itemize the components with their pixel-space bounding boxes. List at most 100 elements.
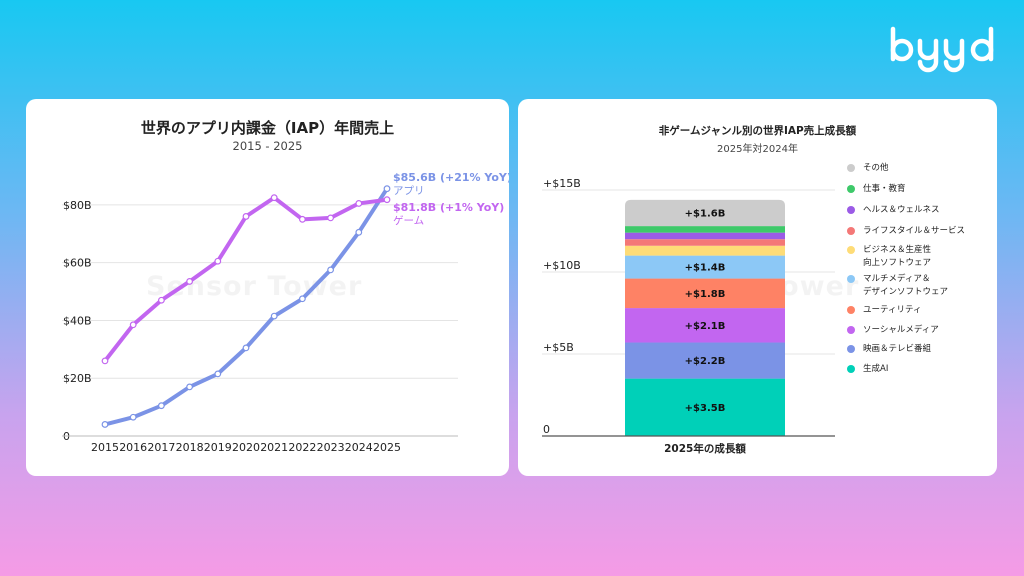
- legend-swatch: [847, 365, 855, 373]
- data-point: [383, 196, 391, 204]
- series-line-アプリ: [103, 186, 389, 427]
- x-axis-category-label: 2025年の成長額: [664, 442, 746, 455]
- data-point: [299, 295, 306, 303]
- series-end-label: $85.6B (+21% YoY): [393, 171, 509, 184]
- data-point: [214, 257, 222, 265]
- y-tick-label: $80B: [63, 199, 92, 212]
- genre-growth-bar-chart-card: 非ゲームジャンル別の世界IAP売上成長額 2025年対2024年 Sensor …: [518, 99, 997, 476]
- y-tick-label: $20B: [63, 372, 92, 385]
- line-chart-plot: 0$20B$40B$60B$80B20152016201720182019202…: [62, 171, 509, 454]
- x-tick-label: 2017: [147, 441, 175, 454]
- chart-subtitle: 2025年対2024年: [717, 144, 798, 155]
- y-tick-label: $60B: [63, 257, 92, 270]
- data-point: [214, 370, 222, 378]
- x-tick-label: 2018: [176, 441, 204, 454]
- chart-subtitle: 2015 - 2025: [232, 139, 303, 153]
- data-point: [129, 413, 137, 421]
- legend-label: その他: [863, 163, 889, 173]
- legend-swatch: [847, 345, 855, 353]
- chart-title: 世界のアプリ内課金（IAP）年間売上: [140, 119, 395, 137]
- data-point: [129, 321, 137, 329]
- x-tick-label: 2022: [288, 441, 316, 454]
- legend-label: 仕事・教育: [863, 184, 906, 194]
- x-tick-label: 2016: [119, 441, 147, 454]
- series-end-label: $81.8B (+1% YoY): [393, 201, 504, 214]
- legend-item: ユーティリティ: [847, 305, 921, 316]
- y-tick-label: +$15B: [543, 177, 581, 190]
- segment-value-label: +$3.5B: [685, 403, 726, 414]
- legend-item: ライフスタイル＆サービス: [847, 226, 965, 237]
- segment-value-label: +$1.6B: [685, 208, 726, 219]
- legend-item: その他: [847, 163, 889, 174]
- bar-segment: [625, 239, 785, 246]
- data-point: [383, 185, 391, 193]
- legend-label: マルチメディア＆: [863, 274, 931, 284]
- legend-label: ユーティリティ: [863, 305, 922, 315]
- data-point: [186, 383, 194, 391]
- data-point: [157, 296, 165, 304]
- iap-revenue-line-chart-card: 世界のアプリ内課金（IAP）年間売上 2015 - 2025 Sensor To…: [26, 99, 509, 476]
- legend-item: マルチメディア＆ デザインソフトウェア: [847, 274, 948, 298]
- bar-segment: [625, 245, 785, 256]
- legend-swatch: [847, 227, 855, 235]
- legend-item: ソーシャルメディア: [847, 325, 939, 336]
- legend-item: 映画＆テレビ番組: [847, 344, 931, 355]
- bar-segment: [625, 255, 785, 279]
- series-name-label: アプリ: [393, 185, 425, 197]
- legend-swatch: [847, 206, 855, 214]
- data-point: [327, 214, 335, 222]
- data-point: [186, 278, 194, 285]
- data-point: [242, 344, 250, 352]
- legend-item: ヘルス＆ウェルネス: [847, 205, 940, 216]
- y-tick-label: +$10B: [543, 259, 581, 272]
- segment-value-label: +$1.4B: [685, 263, 726, 274]
- legend-item: ビジネス＆生産性 向上ソフトウェア: [847, 245, 931, 269]
- bar-segment: [625, 199, 785, 227]
- data-point: [270, 312, 278, 320]
- data-point: [101, 421, 109, 428]
- series-name-label: ゲーム: [393, 215, 424, 227]
- legend-label: デザインソフトウェア: [863, 287, 949, 297]
- legend-label: ソーシャルメディア: [863, 325, 939, 335]
- data-point: [299, 215, 306, 223]
- bar-segment: [625, 278, 785, 309]
- legend-label: ビジネス＆生産性: [863, 245, 932, 255]
- data-point: [242, 213, 250, 220]
- x-tick-label: 2020: [232, 441, 260, 454]
- bar-segment: [625, 308, 785, 343]
- bar-segment: [625, 232, 785, 240]
- x-tick-label: 2024: [345, 441, 373, 454]
- data-point: [157, 402, 165, 410]
- legend-swatch: [847, 275, 855, 283]
- bar-segment: [625, 378, 785, 436]
- legend-label: ヘルス＆ウェルネス: [863, 205, 940, 215]
- legend-swatch: [847, 185, 855, 193]
- segment-value-label: +$2.2B: [685, 356, 726, 367]
- legend-label: 生成AI: [863, 364, 889, 374]
- legend-item: 仕事・教育: [847, 184, 906, 195]
- stacked-bar-plot: 0 +$5B +$10B +$15B +$3.5B +$2.2B +$2.1B +$1.8B +…: [542, 177, 835, 455]
- series-line-ゲーム: [103, 195, 389, 363]
- data-point: [355, 200, 363, 207]
- chart-title: 非ゲームジャンル別の世界IAP売上成長額: [658, 125, 857, 137]
- data-point: [327, 266, 335, 274]
- y-tick-label: 0: [543, 423, 550, 436]
- legend-item: 生成AI: [847, 364, 888, 375]
- x-tick-label: 2023: [317, 441, 345, 454]
- legend-swatch: [847, 306, 855, 314]
- bar-segment: [625, 342, 785, 379]
- legend-label: 映画＆テレビ番組: [863, 344, 932, 354]
- data-point: [270, 194, 278, 202]
- byyd-logo: [890, 26, 994, 73]
- legend-label: 向上ソフトウェア: [863, 258, 932, 268]
- segment-value-label: +$1.8B: [685, 289, 726, 300]
- legend-label: ライフスタイル＆サービス: [863, 226, 966, 236]
- legend-swatch: [847, 164, 855, 172]
- y-tick-label: $40B: [63, 314, 92, 327]
- x-tick-label: 2021: [260, 441, 288, 454]
- legend-swatch: [847, 246, 855, 254]
- x-tick-label: 2015: [91, 441, 119, 454]
- y-tick-label: +$5B: [543, 341, 574, 354]
- data-point: [101, 357, 109, 365]
- data-point: [355, 228, 363, 236]
